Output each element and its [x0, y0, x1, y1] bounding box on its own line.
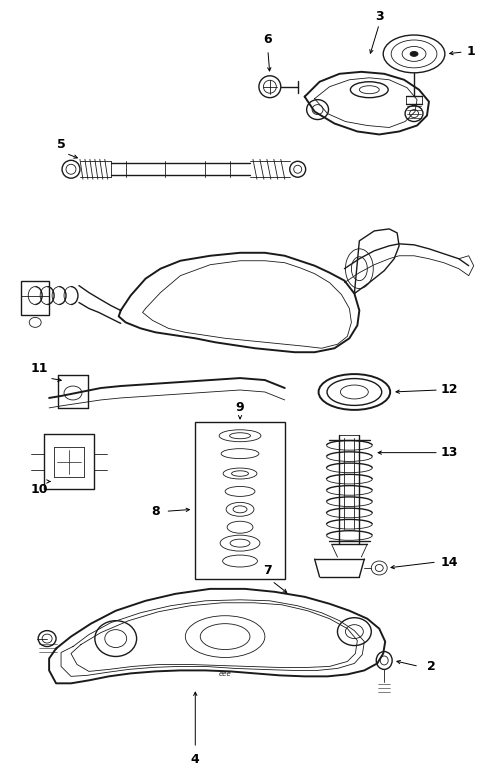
Text: 9: 9 — [236, 402, 245, 414]
Text: 6: 6 — [264, 34, 272, 47]
Text: 11: 11 — [30, 362, 48, 374]
Text: 14: 14 — [440, 555, 458, 569]
Bar — [196, 422, 285, 579]
Text: 3: 3 — [375, 9, 384, 23]
Ellipse shape — [410, 51, 418, 56]
Text: 7: 7 — [264, 565, 272, 577]
Text: 10: 10 — [30, 483, 48, 496]
Text: 4: 4 — [191, 753, 199, 767]
Text: 12: 12 — [440, 384, 458, 396]
Text: 5: 5 — [57, 138, 66, 151]
Bar — [21, 281, 49, 315]
Text: 1: 1 — [466, 45, 475, 58]
Text: 2: 2 — [427, 660, 435, 673]
Text: eee: eee — [219, 672, 231, 677]
Text: 13: 13 — [440, 446, 458, 459]
Text: 8: 8 — [151, 505, 160, 518]
